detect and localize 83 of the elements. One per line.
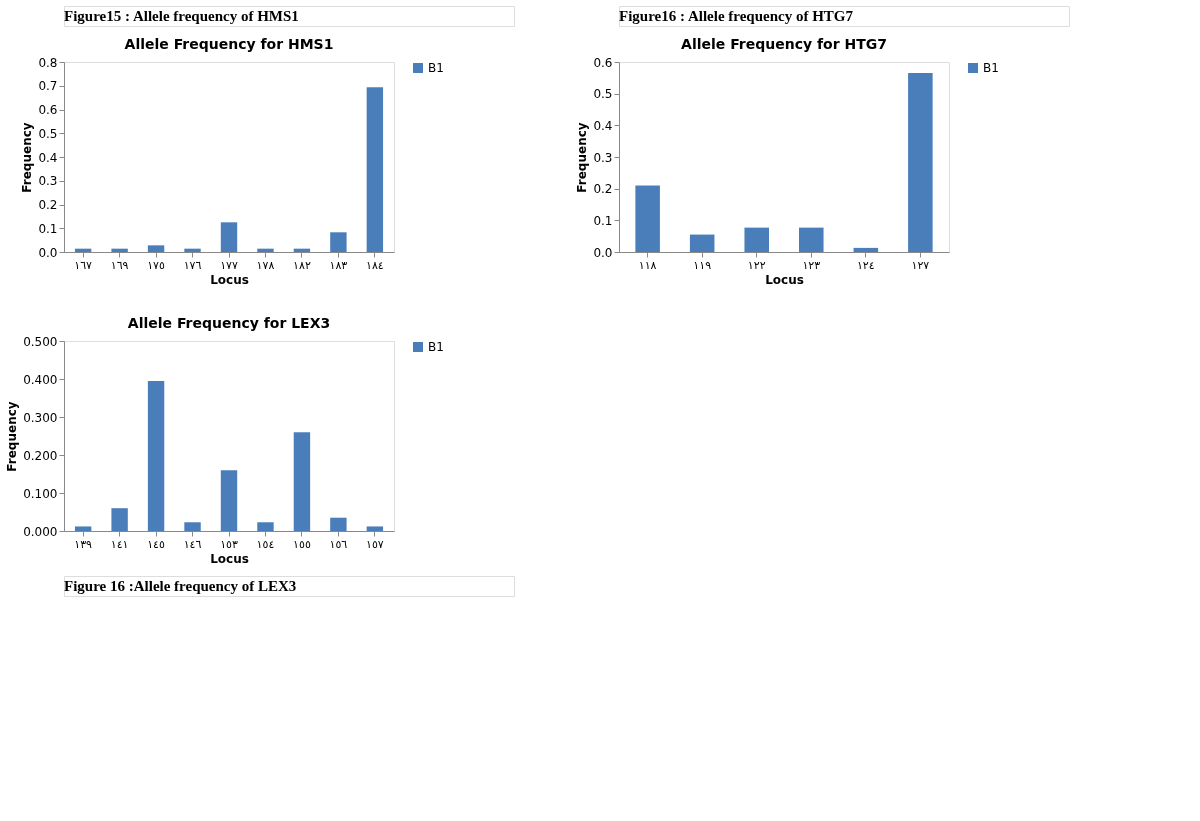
y-tick-label: 0.500	[23, 334, 58, 349]
x-tick-label: ١٦٩	[110, 258, 129, 272]
x-tick-label: ١٣٩	[74, 537, 93, 551]
bar	[74, 526, 92, 531]
x-tick-label: ١٤٦	[183, 537, 202, 551]
y-tick-label: 0.0	[593, 245, 613, 260]
x-tick-label: ١٤١	[110, 537, 129, 551]
x-tick-label: ١٨٢	[293, 258, 311, 272]
bar	[147, 380, 165, 531]
x-tick-label: ١٧٦	[183, 258, 202, 272]
bar	[147, 245, 165, 252]
bar	[689, 234, 715, 252]
bar	[635, 185, 660, 252]
legend-label: B1	[428, 340, 444, 354]
y-tick-label: 0.2	[38, 198, 58, 212]
bar	[220, 222, 238, 252]
x-axis-title: Locus	[210, 551, 249, 566]
bar	[330, 232, 347, 252]
y-tick-label: 0.0	[38, 245, 58, 260]
caption: Figure16 : Allele frequency of HTG7	[619, 8, 854, 24]
bar	[366, 87, 384, 252]
x-axis-title: Locus	[765, 272, 804, 287]
y-tick-label: 0.200	[23, 448, 58, 463]
bar	[330, 517, 347, 531]
x-tick-label: ١٢٣	[802, 258, 821, 272]
x-axis-title: Locus	[210, 272, 249, 287]
caption: Figure 16 :Allele frequency of LEX3	[64, 578, 297, 594]
legend-label: B1	[983, 61, 999, 75]
bar	[184, 522, 201, 531]
y-tick-label: 0.6	[593, 55, 613, 70]
y-tick-label: 0.2	[593, 182, 613, 197]
x-tick-label: ١٥٦	[329, 537, 348, 551]
x-tick-label: ١٢٢	[747, 258, 766, 272]
x-tick-label: ١٨٤	[365, 258, 384, 272]
bar	[744, 227, 769, 252]
bar	[908, 73, 933, 252]
y-tick-label: 0.3	[38, 174, 58, 189]
x-tick-label: ١٧٨	[256, 258, 275, 272]
x-tick-label: ١٢٤	[856, 258, 875, 272]
bar	[220, 470, 238, 531]
bar	[111, 248, 128, 252]
y-tick-label: 0.1	[38, 221, 58, 236]
y-axis-title: Frequency	[575, 122, 590, 193]
caption: Figure15 : Allele frequency of HMS1	[64, 8, 299, 24]
y-tick-label: 0.1	[593, 213, 613, 228]
x-tick-label: ١٢٧	[911, 258, 930, 272]
bar	[293, 432, 311, 531]
bar	[799, 227, 824, 252]
x-tick-label: ١٥٤	[256, 537, 275, 551]
legend-label: B1	[428, 61, 444, 75]
bar	[257, 522, 274, 531]
x-tick-label: ١٥٧	[365, 537, 384, 551]
y-axis-title: Frequency	[5, 401, 20, 472]
y-tick-label: 0.7	[38, 79, 58, 94]
x-tick-label: ١٥٣	[220, 537, 238, 551]
y-tick-label: 0.000	[23, 524, 58, 539]
bar	[184, 248, 201, 252]
y-tick-label: 0.4	[593, 118, 613, 133]
y-tick-label: 0.100	[23, 486, 58, 501]
chart-title: Allele Frequency for LEX3	[127, 315, 331, 331]
bar	[366, 526, 384, 531]
y-axis-title: Frequency	[20, 122, 35, 193]
y-tick-label: 0.5	[593, 87, 613, 102]
y-tick-label: 0.6	[38, 103, 58, 117]
y-tick-label: 0.300	[23, 410, 58, 425]
chart-title: Allele Frequency for HMS1	[124, 36, 334, 52]
y-tick-label: 0.5	[38, 126, 58, 141]
chart-title: Allele Frequency for HTG7	[681, 36, 887, 52]
x-tick-label: ١٧٧	[220, 258, 238, 272]
x-tick-label: ١٤٥	[147, 537, 166, 551]
x-tick-label: ١١٩	[693, 258, 712, 272]
y-tick-label: 0.4	[38, 150, 58, 165]
bar	[111, 508, 128, 531]
y-tick-label: 0.8	[38, 55, 58, 70]
y-tick-label: 0.3	[593, 150, 613, 165]
x-tick-label: ١٨٣	[329, 258, 348, 272]
x-tick-label: ١٥٥	[293, 537, 311, 551]
y-tick-label: 0.400	[23, 372, 58, 387]
x-tick-label: ١١٨	[638, 258, 657, 272]
bar	[257, 248, 274, 252]
bar	[853, 247, 879, 252]
x-tick-label: ١٦٧	[74, 258, 93, 272]
x-tick-label: ١٧٥	[147, 258, 166, 272]
